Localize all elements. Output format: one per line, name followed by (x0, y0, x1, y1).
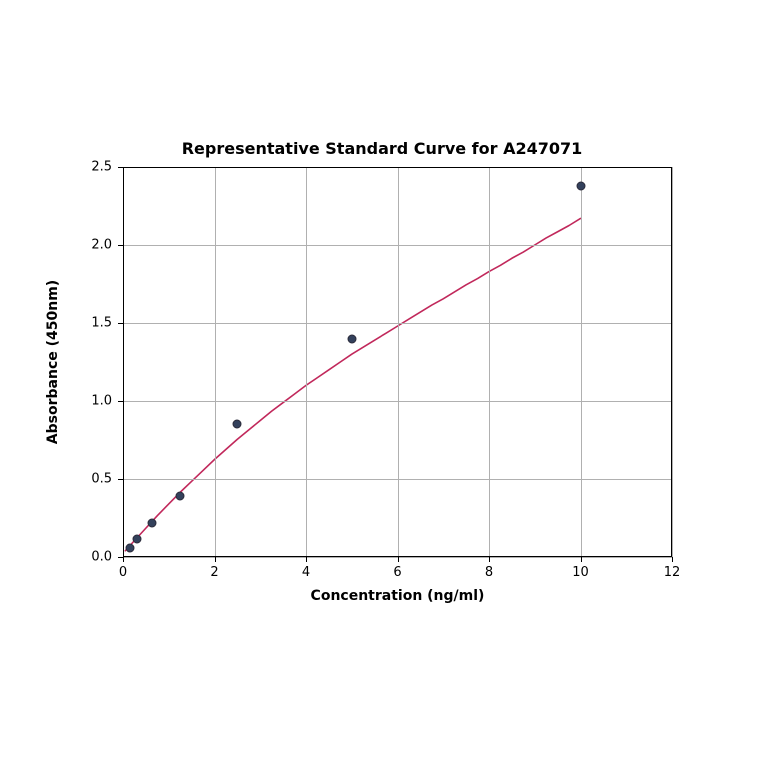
data-point (147, 518, 156, 527)
ytick-mark (118, 245, 123, 246)
chart-title: Representative Standard Curve for A24707… (0, 139, 764, 158)
data-point (576, 181, 585, 190)
xtick-label: 4 (302, 565, 310, 580)
ytick-mark (118, 557, 123, 558)
xtick-label: 0 (119, 565, 127, 580)
xtick-mark (489, 557, 490, 562)
xtick-mark (306, 557, 307, 562)
xtick-mark (215, 557, 216, 562)
gridline-horizontal (123, 245, 672, 246)
ytick-label: 2.0 (91, 238, 112, 253)
ytick-mark (118, 167, 123, 168)
xtick-label: 6 (393, 565, 401, 580)
chart-container: Representative Standard Curve for A24707… (0, 0, 764, 764)
ytick-label: 0.0 (91, 550, 112, 565)
data-point (233, 420, 242, 429)
xtick-mark (123, 557, 124, 562)
ytick-mark (118, 323, 123, 324)
ytick-label: 0.5 (91, 472, 112, 487)
gridline-vertical (215, 167, 216, 557)
gridline-vertical (672, 167, 673, 557)
gridline-vertical (306, 167, 307, 557)
xtick-label: 12 (664, 565, 681, 580)
ytick-label: 1.0 (91, 394, 112, 409)
ytick-label: 2.5 (91, 160, 112, 175)
gridline-horizontal (123, 323, 672, 324)
ytick-label: 1.5 (91, 316, 112, 331)
data-point (133, 535, 142, 544)
ytick-mark (118, 401, 123, 402)
gridline-vertical (398, 167, 399, 557)
xtick-label: 10 (572, 565, 589, 580)
gridline-horizontal (123, 479, 672, 480)
y-axis-label: Absorbance (450nm) (45, 280, 61, 444)
spine-top (123, 167, 672, 168)
gridline-horizontal (123, 401, 672, 402)
xtick-mark (398, 557, 399, 562)
data-point (126, 544, 135, 553)
gridline-vertical (581, 167, 582, 557)
x-axis-label: Concentration (ng/ml) (311, 588, 485, 604)
xtick-mark (581, 557, 582, 562)
data-point (176, 492, 185, 501)
xtick-mark (672, 557, 673, 562)
gridline-vertical (489, 167, 490, 557)
spine-left (123, 167, 124, 557)
plot-area (123, 167, 672, 557)
data-point (347, 334, 356, 343)
xtick-label: 8 (485, 565, 493, 580)
xtick-label: 2 (210, 565, 218, 580)
spine-right (671, 167, 672, 557)
ytick-mark (118, 479, 123, 480)
